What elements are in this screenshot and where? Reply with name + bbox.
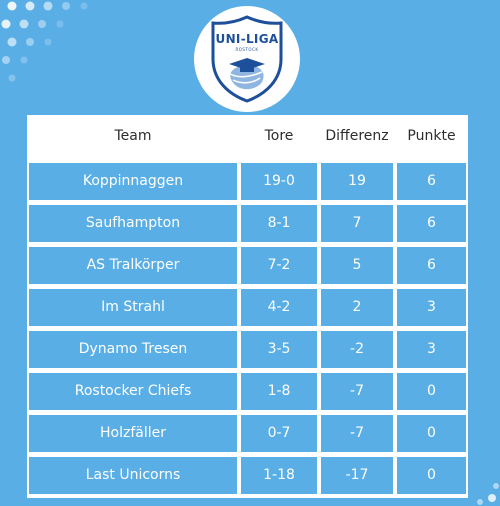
cell-team: Holzfäller xyxy=(100,425,166,441)
cell-background xyxy=(29,331,237,368)
cell-background xyxy=(397,247,466,284)
cell-punkte: 0 xyxy=(427,467,436,483)
cell-differenz: -7 xyxy=(350,425,364,441)
cell-background xyxy=(29,457,237,494)
table-row: Saufhampton 8-1 7 6 xyxy=(27,205,468,247)
cell-background xyxy=(397,373,466,410)
cell-tore: 4-2 xyxy=(267,299,291,315)
cell-background xyxy=(321,457,393,494)
cell-team: Rostocker Chiefs xyxy=(74,383,192,399)
cell-background xyxy=(397,205,466,242)
logo-title: UNI-LIGA xyxy=(215,32,279,46)
table-row: AS Tralkörper 7-2 5 6 xyxy=(27,247,468,289)
cell-background xyxy=(241,415,317,452)
cell-background xyxy=(29,415,237,452)
cell-differenz: 7 xyxy=(352,215,362,231)
logo-badge: UNI-LIGA ROSTOCK xyxy=(194,6,300,112)
cell-team: Im Strahl xyxy=(101,299,165,315)
decorative-dots xyxy=(1,1,88,82)
cell-differenz: -17 xyxy=(345,467,369,483)
cell-team: Dynamo Tresen xyxy=(78,341,188,357)
cell-team: Last Unicorns xyxy=(85,467,181,483)
cell-differenz: 5 xyxy=(352,257,362,273)
cell-background xyxy=(29,247,237,284)
standings-table: Team Tore Differenz Punkte Koppinnaggen 1… xyxy=(27,115,468,498)
table-row: Dynamo Tresen 3-5 -2 3 xyxy=(27,331,468,373)
table-header: Team Tore Differenz Punkte xyxy=(27,115,468,157)
column-header-punkte: Punkte xyxy=(407,128,456,144)
cell-team: Koppinnaggen xyxy=(82,173,184,189)
cell-team: Saufhampton xyxy=(85,215,181,231)
cell-punkte: 6 xyxy=(427,215,436,231)
cell-tore: 1-8 xyxy=(267,383,291,399)
cell-differenz: 2 xyxy=(352,299,362,315)
column-header-team: Team xyxy=(114,128,152,144)
cell-tore: 19-0 xyxy=(263,173,295,189)
column-header-tore: Tore xyxy=(264,128,294,144)
table-row: Im Strahl 4-2 2 3 xyxy=(27,289,468,331)
cell-differenz: -2 xyxy=(350,341,364,357)
cell-background xyxy=(397,457,466,494)
table-row: Last Unicorns 1-18 -17 0 xyxy=(27,457,468,499)
cell-background xyxy=(241,163,317,200)
cell-punkte: 6 xyxy=(427,173,436,189)
decorative-dots-corner xyxy=(477,483,499,505)
cell-tore: 8-1 xyxy=(267,215,291,231)
cell-background xyxy=(29,289,237,326)
cell-punkte: 3 xyxy=(427,341,436,357)
cell-background xyxy=(321,289,393,326)
cell-tore: 0-7 xyxy=(267,425,291,441)
cell-background xyxy=(397,415,466,452)
cell-punkte: 3 xyxy=(427,299,436,315)
cell-tore: 1-18 xyxy=(263,467,295,483)
cell-background xyxy=(29,163,237,200)
cell-tore: 7-2 xyxy=(267,257,291,273)
cell-background xyxy=(241,457,317,494)
cell-background xyxy=(29,373,237,410)
cell-team: AS Tralkörper xyxy=(86,257,180,273)
cell-background xyxy=(321,163,393,200)
table-row: Holzfäller 0-7 -7 0 xyxy=(27,415,468,457)
cell-differenz: -7 xyxy=(350,383,364,399)
cell-punkte: 0 xyxy=(427,383,436,399)
cell-background xyxy=(321,373,393,410)
cell-differenz: 19 xyxy=(348,173,366,189)
cell-background xyxy=(29,205,237,242)
column-header-differenz: Differenz xyxy=(325,128,389,144)
cell-background xyxy=(321,205,393,242)
table-row: Rostocker Chiefs 1-8 -7 0 xyxy=(27,373,468,415)
cell-background xyxy=(321,415,393,452)
cell-tore: 3-5 xyxy=(267,341,291,357)
cell-background xyxy=(397,163,466,200)
shield-icon xyxy=(211,15,283,103)
cell-background xyxy=(321,331,393,368)
cell-background xyxy=(241,205,317,242)
cell-background xyxy=(397,289,466,326)
cell-background xyxy=(241,331,317,368)
cell-punkte: 6 xyxy=(427,257,436,273)
cell-background xyxy=(241,247,317,284)
logo-subtitle: ROSTOCK xyxy=(235,47,259,52)
cell-background xyxy=(397,331,466,368)
table-row: Koppinnaggen 19-0 19 6 xyxy=(27,163,468,205)
cell-background xyxy=(321,247,393,284)
cell-background xyxy=(241,289,317,326)
cell-punkte: 0 xyxy=(427,425,436,441)
cell-background xyxy=(241,373,317,410)
